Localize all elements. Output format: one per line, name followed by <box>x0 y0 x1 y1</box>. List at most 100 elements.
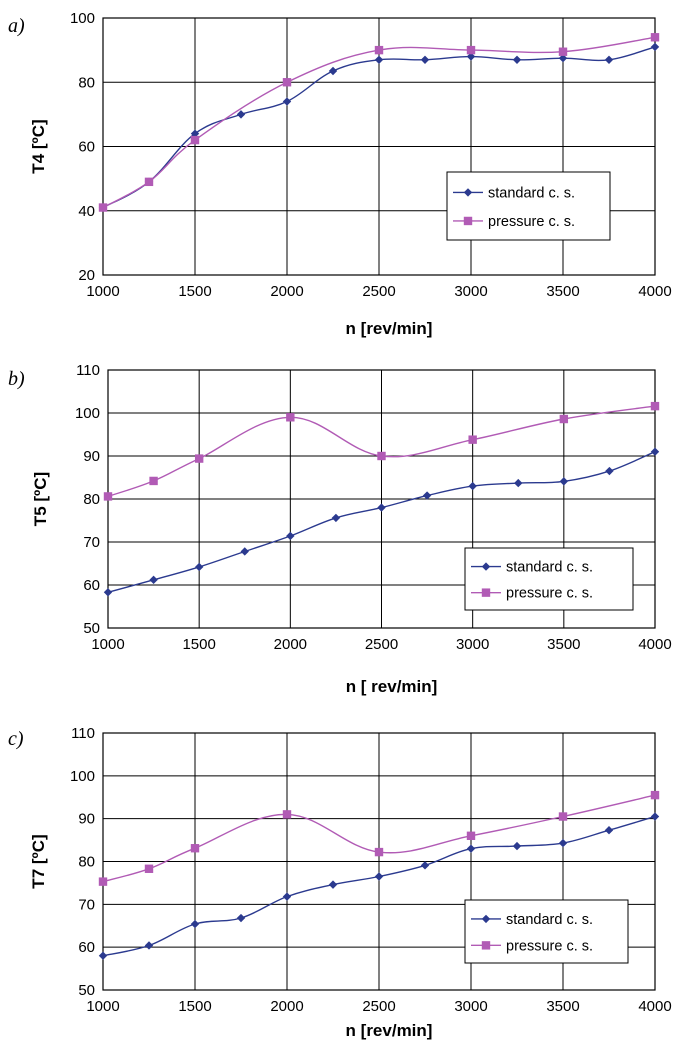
data-point-diamond <box>282 892 292 901</box>
data-point-diamond <box>558 53 568 63</box>
data-point-diamond <box>374 872 384 881</box>
x-tick-label: 4000 <box>638 998 671 1015</box>
data-point-diamond <box>559 477 569 486</box>
y-tick-label: 60 <box>78 139 95 156</box>
data-point-square <box>98 877 108 886</box>
data-point-square <box>558 47 568 56</box>
x-tick-label: 3000 <box>454 283 487 300</box>
y-tick-label: 70 <box>78 896 95 913</box>
x-tick-label: 2000 <box>270 283 303 300</box>
data-point-square <box>650 33 660 42</box>
y-tick-label: 100 <box>70 768 95 785</box>
legend-swatch-marker <box>463 188 473 197</box>
panel-label: b) <box>8 368 25 390</box>
data-point-square <box>103 492 113 501</box>
y-tick-label: 20 <box>78 267 95 284</box>
data-point-square <box>468 435 477 444</box>
legend: standard c. s. pressure c. s. <box>464 547 634 611</box>
x-tick-label: 4000 <box>638 636 671 653</box>
data-point-square <box>144 177 154 187</box>
data-point-diamond <box>236 110 246 119</box>
x-tick-label: 1500 <box>178 283 211 300</box>
data-point-diamond <box>374 55 384 64</box>
x-tick-label: 1500 <box>182 636 215 653</box>
y-tick-label: 50 <box>78 982 95 999</box>
x-axis-title: n [rev/min] <box>346 1021 433 1040</box>
series-pressure <box>103 401 660 501</box>
data-point-diamond <box>236 913 246 923</box>
data-point-diamond <box>98 951 108 960</box>
data-point-diamond <box>650 447 660 456</box>
y-tick-label: 60 <box>78 939 95 956</box>
data-point-diamond <box>514 478 523 488</box>
chart-panel-3: 1000 1500 2000 2500 3000 3500 4000 50 60 70 80 90 10… <box>8 725 672 1040</box>
x-axis-title: n [rev/min] <box>346 319 433 338</box>
x-tick-label: 3500 <box>546 998 579 1015</box>
data-point-square <box>558 812 568 821</box>
data-point-square <box>98 203 108 212</box>
y-tick-label: 100 <box>70 10 95 27</box>
legend-swatch-marker <box>481 941 491 950</box>
x-tick-label: 2000 <box>274 636 307 653</box>
x-tick-label: 1500 <box>178 998 211 1015</box>
y-tick-label: 40 <box>78 203 95 220</box>
series-pressure <box>98 33 660 212</box>
x-tick-label: 4000 <box>638 283 671 300</box>
data-point-square <box>650 790 660 800</box>
data-point-diamond <box>604 826 614 835</box>
x-tick-label: 2500 <box>362 998 395 1015</box>
data-point-diamond <box>422 491 432 500</box>
data-point-diamond <box>650 42 660 52</box>
data-point-diamond <box>604 55 614 64</box>
panel-label: a) <box>8 15 25 37</box>
series-pressure <box>98 790 660 886</box>
x-tick-label: 1000 <box>86 998 119 1015</box>
legend-box <box>446 171 611 241</box>
data-point-square <box>559 414 569 424</box>
data-point-diamond <box>282 97 292 106</box>
y-tick-label: 110 <box>71 725 95 742</box>
data-point-square <box>144 864 154 873</box>
data-point-diamond <box>466 52 476 61</box>
x-tick-label: 3000 <box>454 998 487 1015</box>
data-point-diamond <box>103 588 113 597</box>
data-point-square <box>650 401 660 411</box>
x-tick-label: 3000 <box>456 636 489 653</box>
data-point-square <box>194 454 204 463</box>
data-point-diamond <box>328 880 338 889</box>
data-point-diamond <box>149 575 158 585</box>
legend-label: pressure c. s. <box>488 214 575 230</box>
data-point-square <box>282 810 292 819</box>
series-standard <box>103 447 660 597</box>
data-point-square <box>286 413 295 422</box>
data-point-square <box>282 78 292 87</box>
x-tick-label: 2000 <box>270 998 303 1015</box>
legend-swatch-marker <box>481 914 491 924</box>
legend-label: pressure c. s. <box>506 938 593 954</box>
y-tick-label: 110 <box>76 362 100 379</box>
x-tick-label: 1000 <box>86 283 119 300</box>
data-point-square <box>374 45 384 55</box>
legend-label: pressure c. s. <box>506 586 593 602</box>
series-line <box>102 36 656 209</box>
y-axis-title: T5 [ºC] <box>31 472 50 526</box>
chart-panel-1: 1000 1500 2000 2500 3000 3500 4000 20 40 60 80 100 n… <box>8 10 672 338</box>
data-point-square <box>374 847 384 857</box>
y-axis-title: T4 [ºC] <box>29 119 48 173</box>
legend: standard c. s. pressure c. s. <box>464 899 629 964</box>
x-tick-label: 2500 <box>365 636 398 653</box>
legend-label: standard c. s. <box>506 560 593 576</box>
data-point-square <box>190 844 200 853</box>
y-tick-label: 100 <box>75 405 100 422</box>
panel-label: c) <box>8 728 24 750</box>
data-point-diamond <box>190 919 200 929</box>
y-tick-label: 70 <box>83 534 100 551</box>
y-tick-label: 90 <box>83 448 100 465</box>
data-point-square <box>190 135 200 145</box>
data-point-diamond <box>144 941 154 950</box>
legend-swatch-marker <box>463 216 473 226</box>
series-line <box>102 794 656 883</box>
data-point-diamond <box>286 531 295 541</box>
y-tick-label: 80 <box>78 74 95 91</box>
